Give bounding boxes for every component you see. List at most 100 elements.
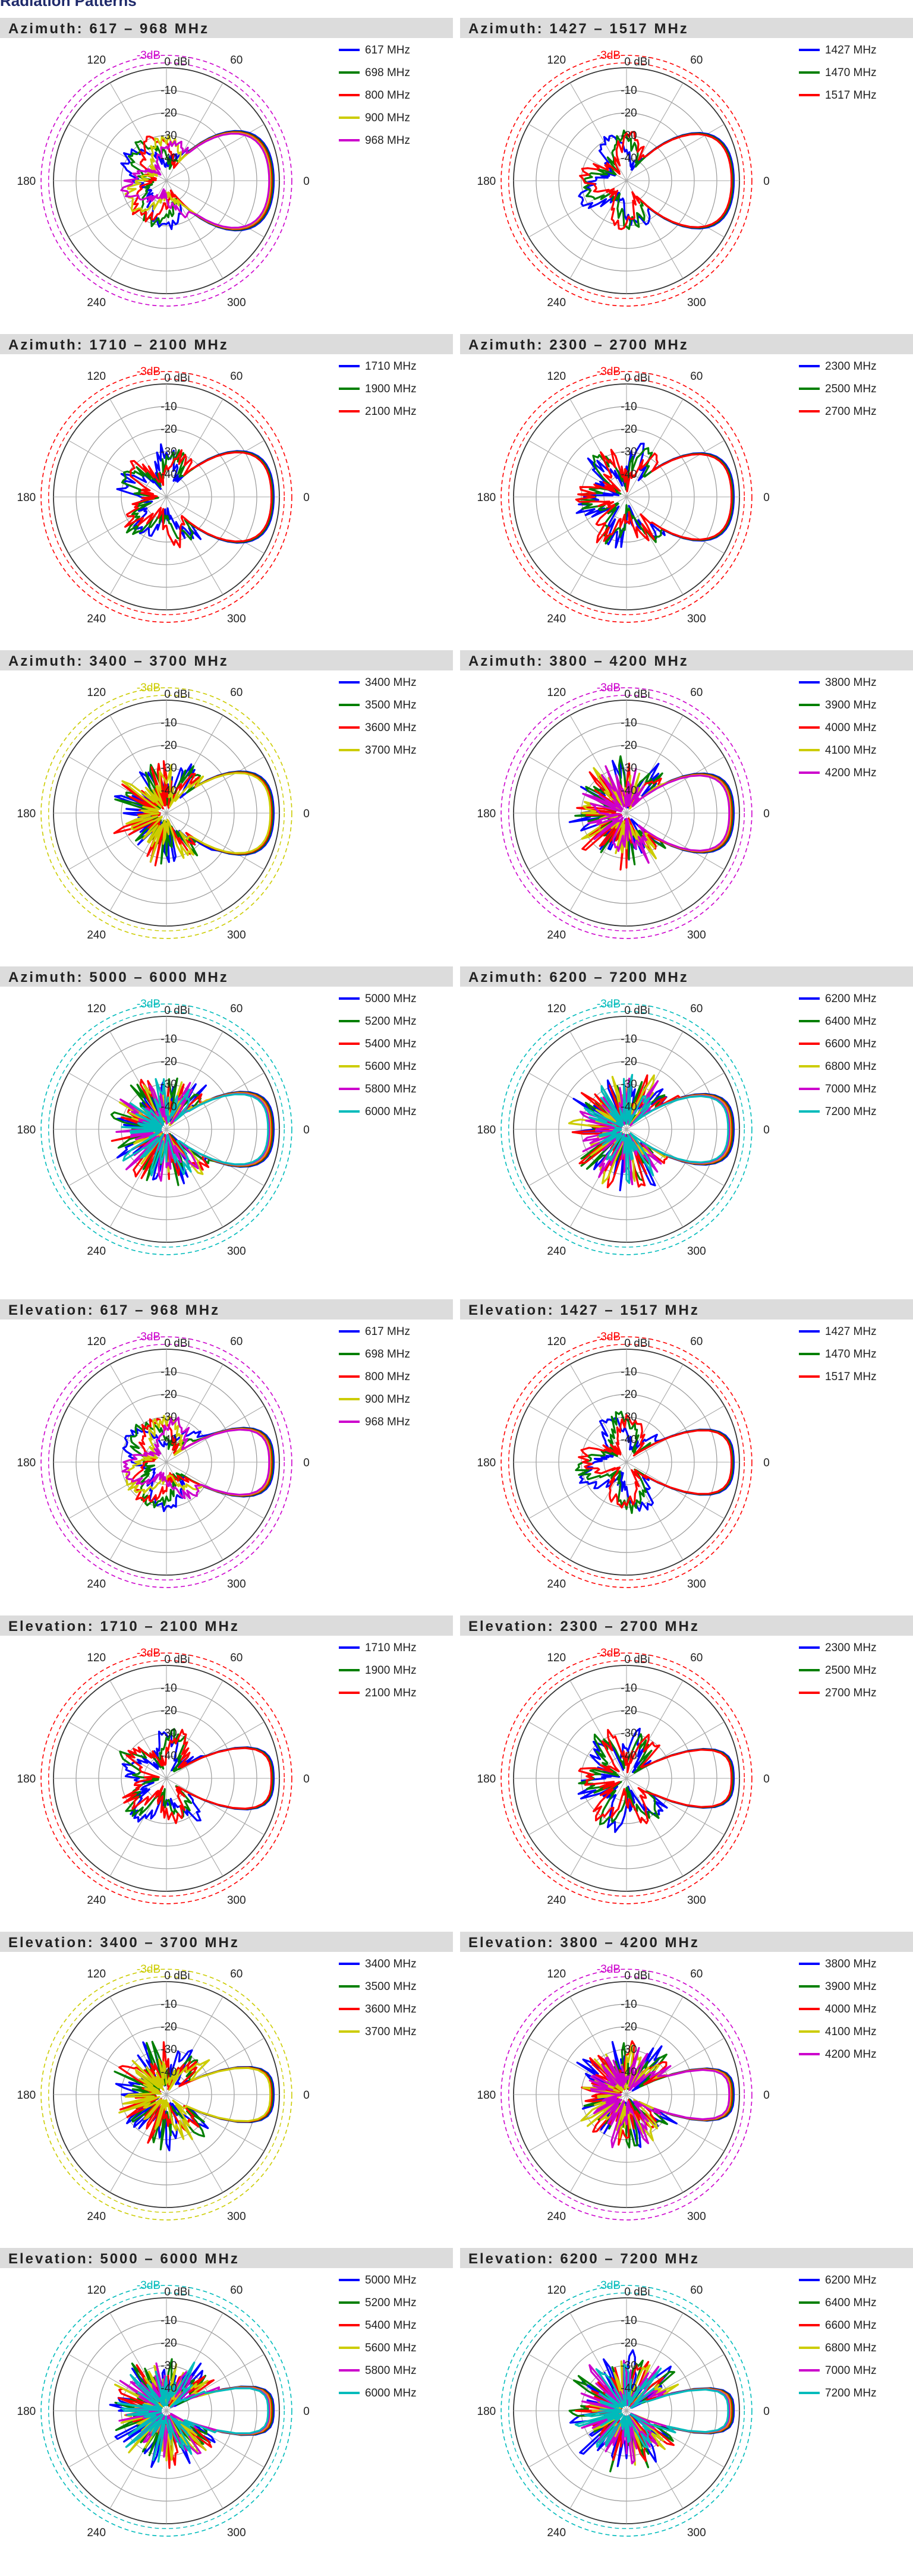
ref-label: -3dB: [597, 682, 621, 694]
legend-label: 6000 MHz: [365, 2387, 417, 2399]
gain-label: -30: [621, 1078, 637, 1091]
grid-spoke: [166, 1778, 223, 1876]
chart-panel: Elevation: 3400 – 3700 MHz 0 dBi -10 -20 -30…: [0, 1932, 453, 2241]
legend-label: 6200 MHz: [825, 993, 877, 1005]
gain-label: -20: [160, 107, 177, 119]
legend-label: 617 MHz: [365, 1325, 410, 1338]
gain-label: 0 dBi: [164, 688, 190, 701]
ref-circle-outer: [500, 55, 753, 307]
series-line: [124, 449, 273, 549]
grid-spoke: [626, 1031, 684, 1130]
grid-spoke: [626, 1778, 725, 1835]
polar-plot: 0 dBi -10 -20 -30 -40 -3dB 0 60 120 180 240 300 2300…: [477, 1642, 877, 1907]
grid-spoke: [166, 2094, 265, 2152]
angle-label: 0: [763, 175, 770, 188]
legend-label: 2300 MHz: [825, 1642, 877, 1654]
legend-label: 900 MHz: [365, 112, 410, 124]
angle-label: 0: [763, 2089, 770, 2102]
panel-header: Elevation: 5000 – 6000 MHz: [0, 2248, 453, 2268]
angle-label: 240: [87, 2527, 106, 2539]
series-group: [120, 130, 275, 232]
ref-label: -3dB: [137, 49, 160, 62]
chart-title: Elevation: 617 – 968 MHz: [8, 1302, 221, 1318]
gain-label: -40: [621, 1750, 637, 1762]
gain-label: -30: [160, 1411, 177, 1424]
ref-circle-inner: [48, 695, 285, 931]
legend-label: 3600 MHz: [365, 2003, 417, 2016]
legend: 5000 MHz 5200 MHz 5400 MHz 5600 MHz 5800 MHz…: [339, 2274, 417, 2399]
grid-spoke: [166, 1721, 265, 1779]
series-line: [116, 443, 275, 544]
angle-label: 120: [547, 1003, 566, 1015]
angle-label: 60: [230, 686, 243, 699]
series-line: [121, 764, 272, 863]
angle-label: 300: [687, 929, 706, 941]
ref-circle-inner: [508, 1976, 745, 2213]
chart-title: Elevation: 1710 – 2100 MHz: [8, 1618, 240, 1635]
grid-spoke: [166, 440, 265, 497]
gain-label: -20: [621, 1056, 637, 1068]
polar-plot: 0 dBi -10 -20 -30 -40 -3dB 0 60 120 180 240 300 1710…: [17, 360, 417, 625]
ref-circle-inner: [508, 1344, 745, 1580]
angle-label: 120: [87, 54, 106, 67]
angle-label: 180: [17, 808, 36, 820]
legend-label: 1900 MHz: [365, 1664, 417, 1677]
angle-label: 0: [303, 2089, 310, 2102]
legend-label: 3400 MHz: [365, 1958, 417, 1970]
legend-label: 2500 MHz: [825, 1664, 877, 1677]
chart-title: Azimuth: 5000 – 6000 MHz: [8, 969, 229, 985]
series-line: [581, 767, 732, 859]
angle-label: 60: [230, 1968, 243, 1980]
polar-grid: [500, 1003, 753, 1255]
chart-title: Elevation: 6200 – 7200 MHz: [468, 2251, 700, 2267]
gain-label: -10: [621, 84, 637, 97]
legend: 2300 MHz 2500 MHz 2700 MHz: [799, 360, 877, 418]
ref-label: -3dB: [597, 1963, 621, 1976]
gain-label: -40: [621, 152, 637, 165]
ref-circle-outer: [40, 1969, 292, 2221]
legend-label: 5200 MHz: [365, 2297, 417, 2309]
gain-label: -40: [621, 785, 637, 797]
angle-label: 60: [690, 1652, 703, 1664]
angle-label: 60: [230, 1336, 243, 1348]
legend-label: 2500 MHz: [825, 383, 877, 395]
grid-spoke: [626, 496, 725, 554]
legend-label: 1470 MHz: [825, 67, 877, 79]
panel-header: Azimuth: 617 – 968 MHz: [0, 18, 453, 38]
gain-label: -10: [160, 1033, 177, 1045]
polar-plot: 0 dBi -10 -20 -30 -40 -3dB 0 60 120 180 240 300 1710…: [17, 1642, 417, 1907]
angle-label: 240: [87, 1578, 106, 1591]
gain-label: 0 dBi: [624, 1970, 650, 1982]
gain-label: -10: [160, 2314, 177, 2327]
chart-panel: Azimuth: 1710 – 2100 MHz 0 dBi -10 -20 -30 -4…: [0, 334, 453, 643]
angle-label: 180: [477, 1457, 496, 1469]
ref-circle-inner: [48, 1011, 285, 1248]
gain-label: -20: [160, 2021, 177, 2033]
gain-label: 0 dBi: [624, 688, 650, 701]
legend-label: 968 MHz: [365, 1416, 410, 1428]
legend: 617 MHz 698 MHz 800 MHz 900 MHz 968 MHz: [339, 1325, 410, 1428]
legend-label: 3600 MHz: [365, 722, 417, 734]
angle-label: 240: [87, 1245, 106, 1258]
panel-header: Elevation: 1427 – 1517 MHz: [460, 1299, 913, 1320]
chart-title: Elevation: 5000 – 6000 MHz: [8, 2251, 240, 2267]
series-group: [568, 1073, 735, 1192]
chart-panel: Elevation: 1427 – 1517 MHz 0 dBi -10 -20 -30…: [460, 1299, 913, 1608]
legend: 5000 MHz 5200 MHz 5400 MHz 5600 MHz 5800 MHz…: [339, 993, 417, 1118]
gain-label: -30: [160, 762, 177, 774]
gain-label: -10: [621, 1033, 637, 1045]
chart-panel: Azimuth: 1427 – 1517 MHz 0 dBi -10 -20 -30 -4…: [460, 18, 913, 327]
gain-label: -10: [160, 717, 177, 729]
panel-header: Elevation: 617 – 968 MHz: [0, 1299, 453, 1320]
legend: 617 MHz 698 MHz 800 MHz 900 MHz 968 MHz: [339, 44, 410, 147]
ref-label: -3dB: [137, 1647, 160, 1659]
gain-label: -10: [621, 1366, 637, 1378]
series-line: [124, 132, 272, 229]
gain-label: 0 dBi: [164, 1004, 190, 1017]
polar-plot: 0 dBi -10 -20 -30 -40 -3dB 0 60 120 180 240 300 3400…: [17, 1958, 417, 2223]
series-line: [578, 1413, 733, 1509]
angle-label: 180: [17, 1124, 36, 1136]
polar-plot: 0 dBi -10 -20 -30 -40 -3dB 0 60 120 180 240 300 3800…: [477, 1958, 877, 2223]
polar-plot: 0 dBi -10 -20 -30 -40 -3dB 0 60 120 180 240 300 3800…: [477, 676, 877, 941]
ref-circle-outer: [40, 371, 292, 623]
